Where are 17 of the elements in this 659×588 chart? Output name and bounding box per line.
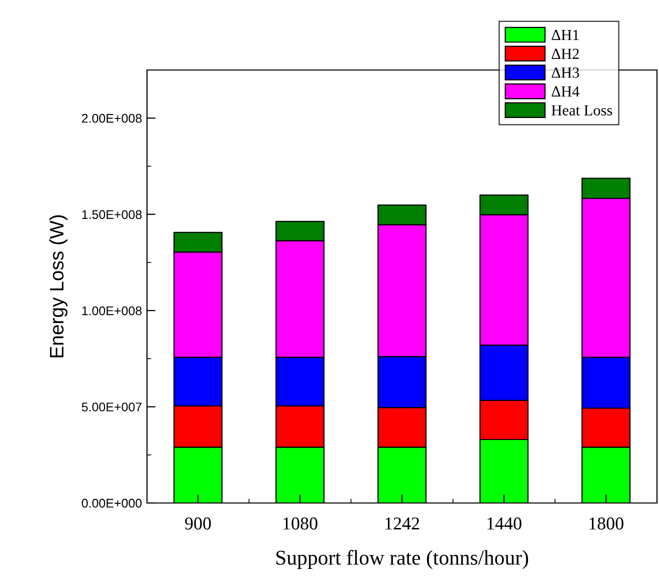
y-tick-label: 1.50E+008: [82, 210, 142, 219]
y-tick-label: 1.00E+008: [82, 306, 142, 316]
x-tick-label: 1440: [488, 517, 522, 530]
x-tick-label: 900: [185, 517, 211, 530]
legend-label: ΔH3: [552, 68, 580, 78]
x-tick-label: 1242: [386, 517, 420, 530]
y-tick-label: 0.00E+000: [82, 498, 142, 508]
y-axis-title: Energy Loss (W): [49, 215, 68, 358]
x-tick-label: 1800: [590, 517, 624, 530]
y-tick-label: 5.00E+007: [82, 402, 142, 412]
legend-label: ΔH1: [552, 30, 579, 40]
legend-label: ΔH2: [552, 48, 579, 59]
y-tick-label: 2.00E+008: [82, 114, 142, 123]
x-axis-title: Support flow rate (tonns/hour): [276, 550, 528, 570]
legend-label: ΔH4: [552, 86, 580, 96]
x-tick-label: 1080: [284, 517, 318, 530]
legend-label: Heat Loss: [552, 105, 612, 116]
